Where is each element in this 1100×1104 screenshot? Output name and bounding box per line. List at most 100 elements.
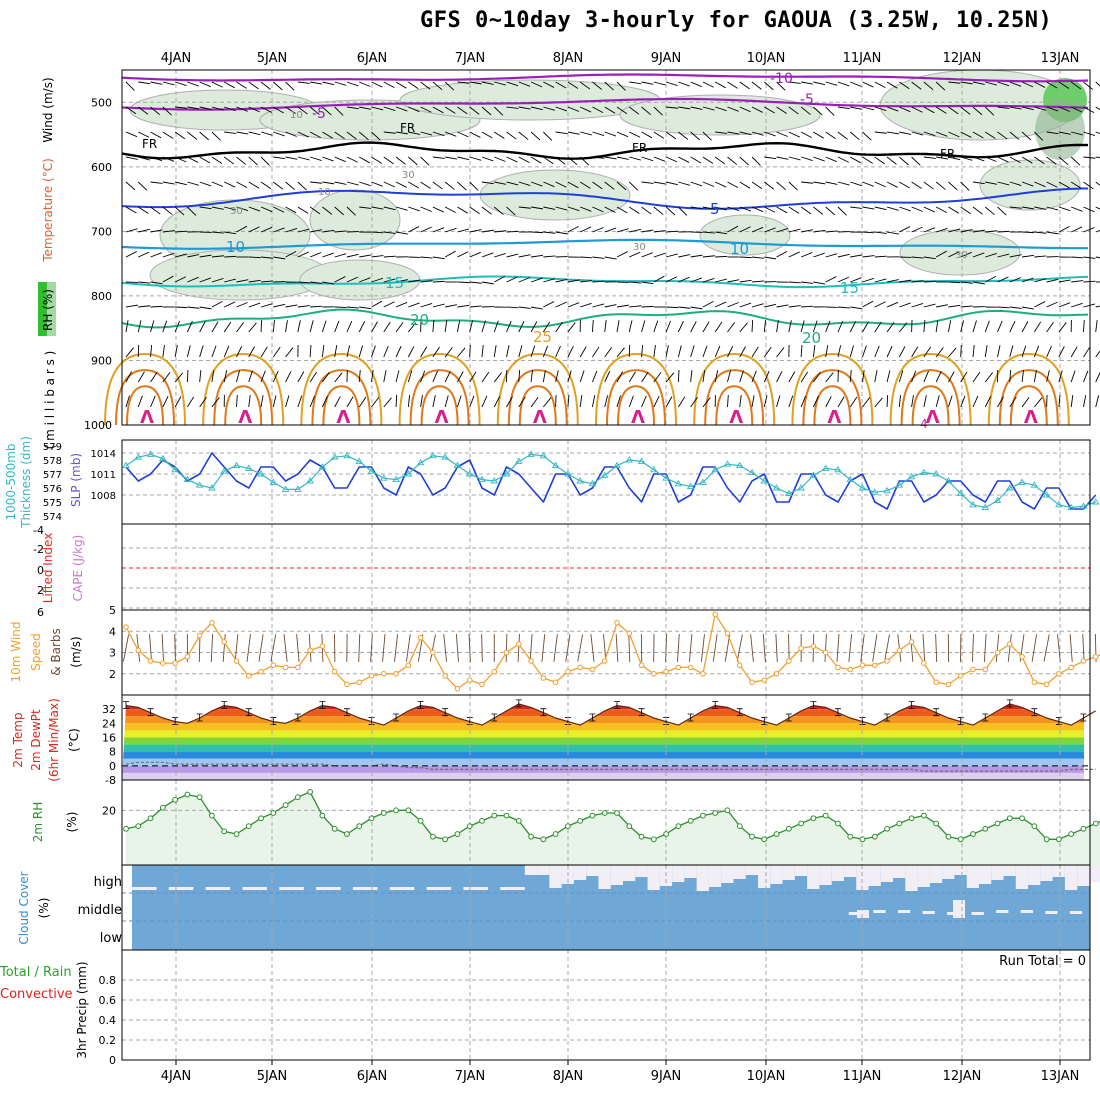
wind-barb bbox=[445, 157, 457, 159]
wind-barb bbox=[200, 182, 211, 186]
wind-barb bbox=[1083, 320, 1084, 332]
wind-barb bbox=[703, 182, 714, 186]
wind-barb bbox=[568, 346, 573, 357]
wind-barb bbox=[249, 182, 259, 188]
wind-barb bbox=[887, 132, 899, 134]
cloud-high-clear bbox=[1004, 865, 1016, 876]
wind-barb bbox=[187, 370, 188, 382]
wind-barb bbox=[1083, 107, 1094, 113]
wind-barb bbox=[838, 82, 849, 86]
wind-barb bbox=[740, 303, 751, 307]
cloud-high-clear bbox=[586, 865, 598, 876]
ylabel-cloud-units: (%) bbox=[37, 898, 51, 919]
wind-barb bbox=[507, 307, 519, 308]
wind-barb bbox=[298, 82, 310, 83]
wind10m-barb bbox=[542, 634, 545, 662]
contour-label-fr-right: FR bbox=[940, 147, 955, 161]
rh2m-marker bbox=[406, 808, 411, 813]
wind10m-barb bbox=[284, 634, 287, 662]
wind-barb bbox=[863, 278, 874, 282]
wind-barb bbox=[752, 182, 762, 189]
wind-barb bbox=[126, 82, 134, 90]
wind-barb bbox=[298, 396, 302, 407]
ylabel-rh2m: 2m RH bbox=[31, 802, 45, 843]
cloud-high-clear bbox=[893, 865, 905, 878]
wind10m-marker bbox=[750, 680, 755, 685]
wind10m-barb bbox=[430, 634, 435, 661]
wind-barb bbox=[1022, 322, 1028, 332]
wind-barb bbox=[347, 307, 359, 308]
wind10m-barb bbox=[506, 634, 507, 662]
rh2m-marker bbox=[381, 811, 386, 816]
wind-barb bbox=[727, 346, 732, 357]
wind-barb bbox=[249, 303, 260, 307]
wind10m-barb bbox=[885, 634, 890, 661]
rh2m-marker bbox=[357, 824, 362, 829]
wind-barb bbox=[224, 256, 236, 257]
cloud-high-clear bbox=[1053, 865, 1065, 877]
wind10m-marker bbox=[296, 665, 301, 670]
wind-barb bbox=[863, 256, 875, 257]
wind-barb bbox=[457, 282, 469, 283]
wind10m-barb bbox=[763, 634, 765, 662]
wind-barb bbox=[1022, 307, 1034, 309]
wind-barb bbox=[163, 82, 175, 85]
wind-barb bbox=[826, 107, 834, 115]
wind-barb bbox=[764, 395, 767, 407]
wind-barb bbox=[175, 82, 186, 86]
wind10m-barb bbox=[162, 634, 163, 662]
wind-barb bbox=[457, 396, 461, 407]
wind-barb bbox=[1096, 182, 1100, 189]
wind-barb bbox=[1096, 395, 1099, 407]
wind10m-barb bbox=[616, 634, 618, 662]
wind-barb bbox=[629, 82, 641, 84]
wind-barb bbox=[384, 82, 395, 88]
wind10m-marker bbox=[922, 661, 927, 666]
rh2m-marker bbox=[210, 813, 215, 818]
contour-label-10-right: 10 bbox=[730, 240, 749, 258]
contour-label-fr-left: FR bbox=[142, 137, 157, 151]
wind-barb bbox=[838, 207, 847, 215]
wind10m-barb bbox=[1070, 634, 1072, 662]
wind-barb bbox=[777, 371, 782, 382]
pressure-tick-label: 600 bbox=[91, 161, 112, 174]
wind10m-marker bbox=[308, 648, 313, 653]
wind-barb bbox=[629, 182, 638, 190]
bottom-day-label: 10JAN bbox=[747, 1069, 786, 1084]
wind10m-marker bbox=[394, 671, 399, 676]
wind-barb bbox=[273, 320, 274, 332]
wind-barb bbox=[236, 157, 245, 165]
wind-barb bbox=[592, 395, 594, 407]
wind10m-barb bbox=[211, 634, 212, 662]
wind-barb bbox=[666, 207, 675, 215]
wind-barb bbox=[347, 182, 359, 185]
temp-tick-label: -8 bbox=[105, 774, 116, 787]
rh2m-marker bbox=[271, 811, 276, 816]
wind-barb bbox=[875, 132, 887, 133]
wind-barb bbox=[838, 182, 850, 185]
wind-barb bbox=[519, 157, 530, 163]
wind10m-marker bbox=[860, 663, 865, 668]
wind-barb bbox=[1083, 82, 1092, 90]
wind-barb bbox=[605, 257, 617, 259]
bottom-day-label: 11JAN bbox=[843, 1069, 882, 1084]
wind10m-marker bbox=[504, 650, 509, 655]
wind-barb bbox=[384, 398, 392, 407]
wind-barb bbox=[678, 182, 690, 185]
wind-barb bbox=[789, 372, 795, 382]
top-day-label: 4JAN bbox=[161, 51, 192, 66]
wind-barb bbox=[948, 396, 952, 407]
wind-barb bbox=[875, 370, 877, 382]
rh2m-marker bbox=[578, 818, 583, 823]
wind-barb bbox=[408, 303, 419, 307]
wind-barb bbox=[998, 345, 1000, 357]
wind-barb bbox=[789, 132, 800, 137]
rh2m-marker bbox=[1069, 832, 1074, 837]
rh2m-marker bbox=[308, 790, 313, 795]
ylabel-cloud: Cloud Cover bbox=[17, 871, 31, 944]
wind-barb bbox=[310, 345, 311, 357]
wind-barb bbox=[212, 132, 221, 140]
wind-barb bbox=[310, 157, 321, 161]
wind-barb bbox=[163, 396, 168, 407]
wind-barb bbox=[936, 371, 941, 382]
